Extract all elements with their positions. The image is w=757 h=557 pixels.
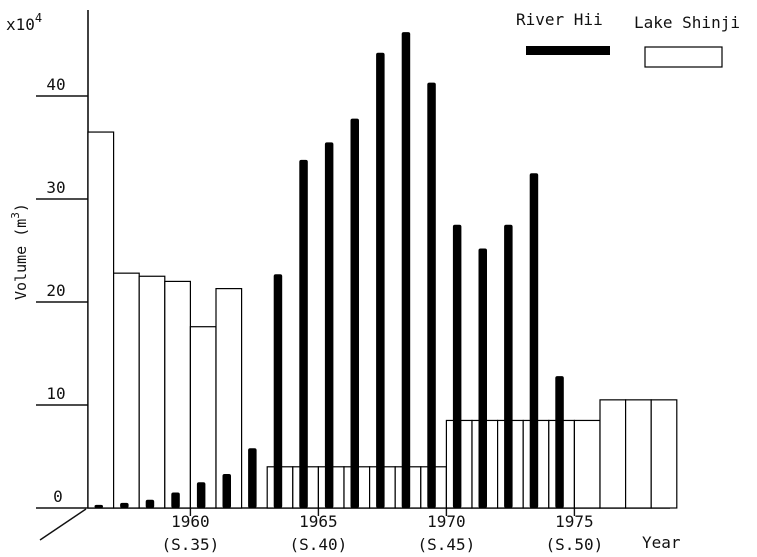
x-tick-sublabel: (S.35) (162, 535, 220, 554)
y-axis-title: Volume (m3) (9, 203, 30, 300)
x-ticks: 1960 (S.35) 1965 (S.40) 1970 (S.45) 1975 (S.50) (162, 508, 604, 554)
lake-shinji-bar (650, 399, 678, 509)
y-tick-label: 10 (46, 384, 65, 403)
river-hii-bar (94, 504, 104, 508)
legend-label-lake-shinji: Lake Shinji (634, 13, 740, 32)
river-hii-bar (299, 159, 308, 509)
lake-shinji-bar (87, 131, 115, 509)
river-hii-bar (145, 499, 155, 508)
x-tick-sublabel: (S.45) (418, 535, 476, 554)
lake-shinji-bar (112, 272, 140, 509)
x-tick-label: 1970 (427, 512, 466, 531)
legend: River Hii Lake Shinji (516, 10, 740, 68)
axis-break-line (39, 508, 87, 541)
y-ticks: 0 10 20 30 40 (36, 75, 88, 506)
river-hii-bar (350, 118, 360, 508)
river-hii-bar (324, 142, 334, 508)
y-tick-label: 40 (46, 75, 65, 94)
y-multiplier: x104 (6, 11, 42, 34)
legend-swatch-lake-shinji (644, 46, 723, 68)
y-tick-label: 30 (46, 178, 65, 197)
river-hii-bar (196, 482, 206, 508)
y-tick-label: 20 (46, 281, 65, 300)
x-tick-sublabel: (S.50) (546, 535, 604, 554)
lake-shinji-bar (215, 288, 243, 509)
bars (87, 32, 678, 509)
river-hii-bar (222, 474, 232, 508)
x-tick-label: 1975 (555, 512, 594, 531)
river-hii-bar (452, 224, 462, 508)
y-tick-label: 0 (53, 487, 63, 506)
x-tick-label: 1965 (299, 512, 338, 531)
x-tick-label: 1960 (171, 512, 210, 531)
river-hii-bar (273, 274, 283, 508)
x-axis-title: Year (642, 533, 681, 552)
x-tick-sublabel: (S.40) (290, 535, 348, 554)
river-hii-bar (427, 82, 436, 509)
river-hii-bar (120, 502, 129, 508)
lake-shinji-bar (189, 326, 217, 509)
lake-shinji-bar (624, 399, 652, 509)
lake-shinji-bar (138, 275, 166, 509)
legend-swatch-river-hii (526, 46, 610, 55)
river-hii-bar (555, 376, 564, 508)
river-hii-bar (529, 173, 539, 508)
legend-label-river-hii: River Hii (516, 10, 603, 29)
lake-shinji-bar (164, 280, 192, 509)
river-hii-bar (376, 52, 385, 509)
lake-shinji-bar (573, 419, 601, 509)
river-hii-bar (478, 248, 488, 508)
lake-shinji-bar (599, 399, 627, 509)
river-hii-bar (504, 224, 513, 508)
river-hii-bar (401, 32, 411, 508)
river-hii-bar (248, 448, 257, 508)
river-hii-bar (171, 492, 180, 508)
